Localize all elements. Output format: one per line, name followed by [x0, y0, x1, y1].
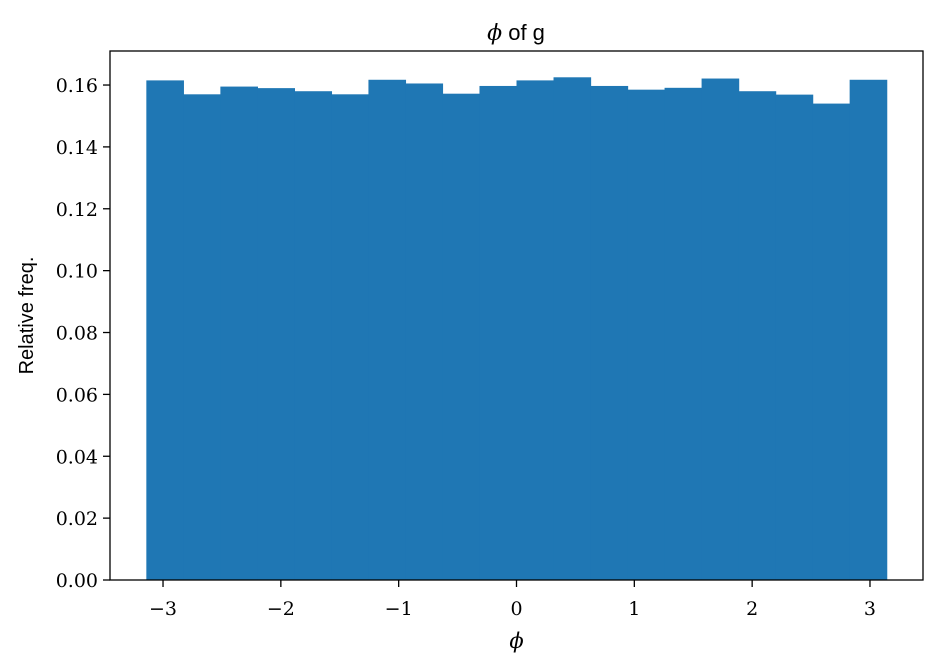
histogram-bar	[516, 80, 555, 580]
y-axis-label: Relative freq.	[16, 257, 38, 375]
histogram-bar	[368, 79, 407, 580]
x-axis-label: ϕ	[509, 629, 523, 653]
histogram-bar	[331, 94, 370, 581]
histogram-bar	[775, 94, 814, 581]
histogram-bar	[220, 86, 258, 581]
y-tick-label: 0.00	[56, 570, 98, 592]
x-tick-label: −3	[149, 598, 177, 620]
histogram-bar	[738, 91, 777, 581]
axes-frame	[109, 50, 924, 581]
histogram-bar	[146, 80, 184, 580]
x-tick-label: 3	[864, 598, 876, 620]
x-axis-ticks: −3 −2 −1 0 1 2 3	[149, 580, 876, 620]
chart-title-symbol: ϕ	[487, 21, 502, 46]
histogram-bar	[442, 93, 481, 581]
histogram-bar	[701, 78, 740, 580]
chart-title: ϕ of g	[487, 20, 545, 46]
y-tick-label: 0.08	[56, 323, 98, 345]
histogram-bar	[664, 87, 703, 581]
histogram-bar	[849, 79, 888, 580]
histogram-bar	[479, 85, 518, 581]
chart-title-text: of g	[502, 20, 545, 45]
histogram-bar	[627, 89, 666, 581]
histogram-bar	[183, 94, 221, 581]
y-tick-label: 0.10	[56, 261, 98, 283]
y-tick-label: 0.06	[56, 384, 98, 406]
bars-group	[146, 77, 888, 581]
x-tick-label: −2	[267, 598, 295, 620]
histogram-bar	[294, 91, 333, 581]
histogram-bar	[405, 83, 444, 580]
y-tick-label: 0.14	[56, 137, 98, 159]
x-tick-label: 1	[628, 598, 640, 620]
y-tick-label: 0.12	[56, 199, 98, 221]
y-axis-ticks: 0.00 0.02 0.04 0.06 0.08 0.10 0.12 0.14 0.16	[56, 75, 110, 592]
histogram-bar	[257, 88, 295, 581]
x-tick-label: 0	[510, 598, 522, 620]
y-tick-label: 0.16	[56, 75, 98, 97]
x-tick-label: 2	[746, 598, 758, 620]
histogram-bar	[812, 103, 851, 581]
x-tick-label: −1	[385, 598, 413, 620]
y-tick-label: 0.04	[56, 446, 98, 468]
histogram-bar	[590, 85, 629, 581]
y-tick-label: 0.02	[56, 508, 98, 530]
histogram-bar	[553, 77, 592, 580]
